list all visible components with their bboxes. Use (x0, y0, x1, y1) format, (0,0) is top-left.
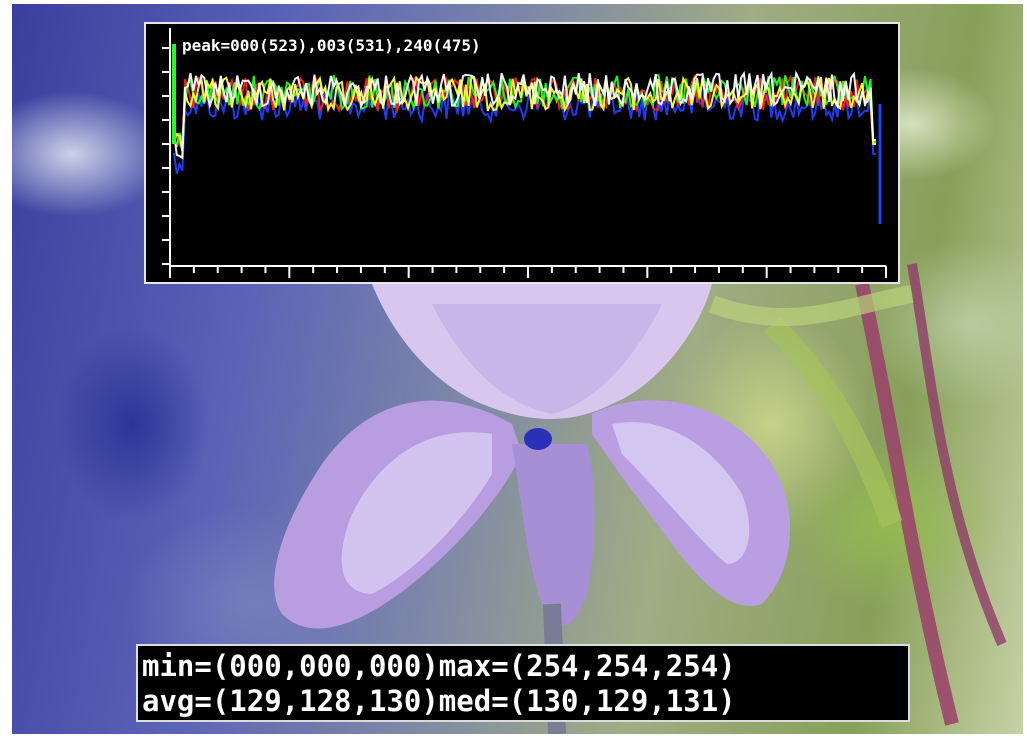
white-channel-line (173, 70, 876, 160)
avg-median-readout: avg=(129,128,130)med=(130,129,131) (142, 684, 736, 718)
histogram-axes (162, 28, 887, 278)
peak-readout: peak=000(523),003(531),240(475) (182, 36, 481, 55)
histogram-series (172, 44, 882, 224)
flower-illustration (274, 263, 1007, 734)
stats-panel: min=(000,000,000)max=(254,254,254) avg=(… (136, 644, 910, 722)
rgb-histogram-chart (162, 28, 887, 278)
histogram-panel: peak=000(523),003(531),240(475) (144, 22, 900, 284)
min-max-readout: min=(000,000,000)max=(254,254,254) (142, 649, 736, 683)
